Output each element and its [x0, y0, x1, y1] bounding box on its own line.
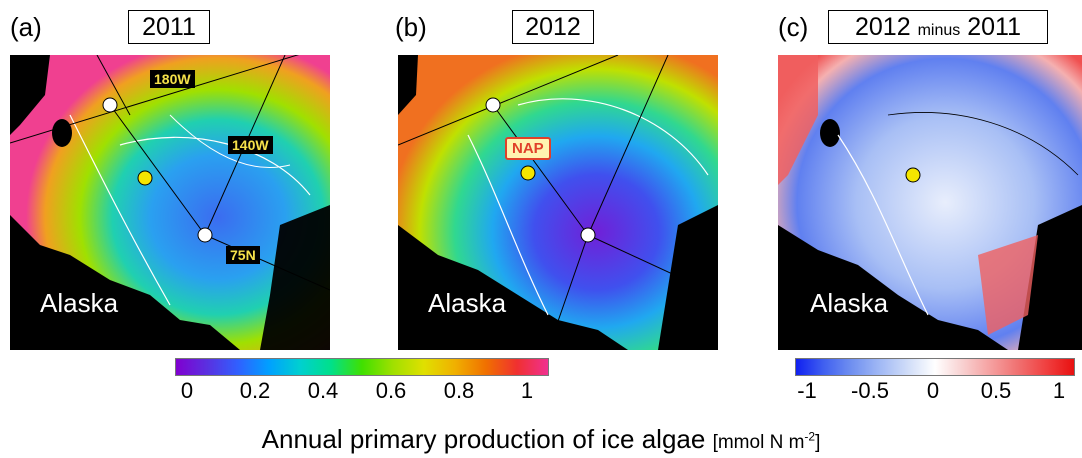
- panel-c-title-end: 2011: [967, 13, 1021, 41]
- caption-unit-exp: -2: [804, 429, 816, 444]
- colorbar-tick: 1: [520, 378, 534, 403]
- colorbar-tick: 0.2: [239, 378, 271, 403]
- panel-b-map: [398, 55, 718, 350]
- panel-c-title-small: minus: [917, 22, 961, 39]
- label-140w: 140W: [228, 136, 273, 154]
- caption-unit-text: [mmol N m: [712, 432, 805, 453]
- colorbar-diff: [795, 358, 1075, 376]
- panel-b-title: 2012: [512, 10, 594, 44]
- colorbar-tick: 0.5: [980, 378, 1012, 403]
- label-75n: 75N: [226, 246, 260, 264]
- figure-caption: Annual primary production of ice algae […: [0, 424, 1082, 455]
- caption-main: Annual primary production of ice algae: [261, 424, 706, 454]
- panel-a-title: 2011: [128, 10, 210, 44]
- label-180w: 180W: [150, 70, 195, 88]
- colorbar-tick: 0.8: [443, 378, 475, 403]
- alaska-label-b: Alaska: [428, 288, 507, 318]
- panel-a-letter: (a): [10, 12, 42, 42]
- panel-c-title: 2012 minus 2011: [828, 10, 1048, 44]
- caption-unit-close: ]: [815, 432, 821, 453]
- alaska-label-c: Alaska: [810, 288, 889, 318]
- colorbar-tick: 0.4: [307, 378, 339, 403]
- alaska-label-a: Alaska: [40, 288, 119, 318]
- panel-a-map: [10, 55, 330, 350]
- caption-unit: [mmol N m-2]: [712, 429, 821, 453]
- panel-c-map: [778, 55, 1082, 350]
- nap-label: NAP: [505, 137, 551, 160]
- colorbar-tick: 0.6: [375, 378, 407, 403]
- panel-c-title-main: 2012: [855, 13, 911, 41]
- panel-c-letter: (c): [778, 12, 809, 42]
- colorbar-tick: -0.5: [851, 378, 889, 403]
- panel-b-letter: (b): [395, 12, 427, 42]
- colorbar-tick: 0: [180, 378, 194, 403]
- colorbar-tick: 0: [926, 378, 940, 403]
- colorbar-tick: 1: [1052, 378, 1066, 403]
- colorbar-main: [175, 358, 549, 376]
- colorbar-tick: -1: [797, 378, 817, 403]
